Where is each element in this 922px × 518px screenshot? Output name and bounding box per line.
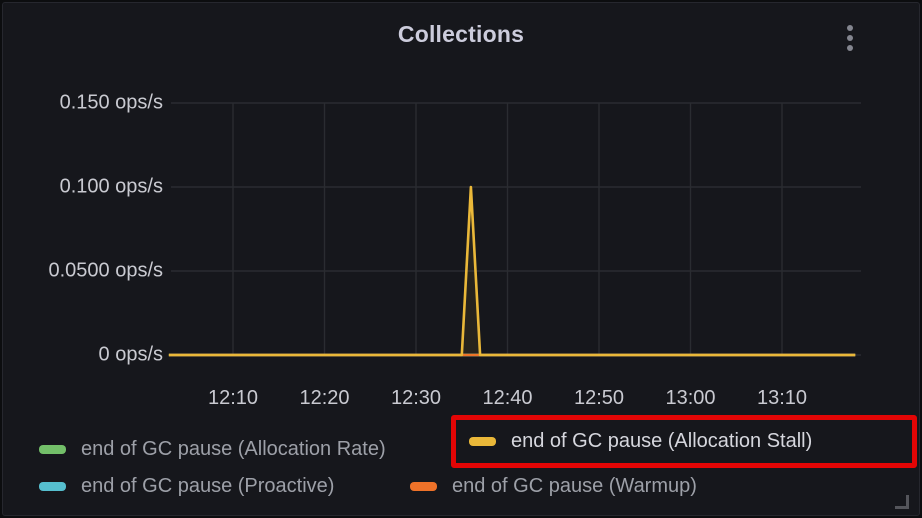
legend-label: end of GC pause (Proactive): [81, 474, 335, 497]
series-fill: [168, 187, 856, 355]
y-axis-tick-label: 0.150 ops/s: [59, 91, 163, 114]
series-line: [168, 185, 856, 357]
y-axis-tick-label: 0.0500 ops/s: [48, 259, 163, 282]
x-axis-tick-label: 13:10: [756, 387, 808, 409]
legend-label: end of GC pause (Allocation Rate): [81, 437, 386, 460]
legend-item-allocation-stall[interactable]: end of GC pause (Allocation Stall): [456, 428, 812, 456]
legend-label: end of GC pause (Warmup): [452, 474, 697, 497]
legend-label: end of GC pause (Allocation Stall): [511, 430, 813, 452]
x-axis-tick-label: 12:40: [482, 387, 533, 409]
x-axis-tick-label: 12:20: [299, 387, 350, 409]
y-axis-tick-label: 0.100 ops/s: [59, 175, 163, 198]
x-axis-tick-label: 12:10: [207, 387, 259, 409]
annotation-highlight-box: end of GC pause (Allocation Stall): [451, 415, 917, 468]
kebab-dot: [847, 45, 853, 51]
x-axis-tick-label: 12:30: [390, 387, 442, 409]
legend-item-proactive[interactable]: end of GC pause (Proactive): [39, 472, 334, 500]
panel-title: Collections: [397, 21, 525, 47]
series-swatch-yellow: [469, 437, 496, 446]
panel-resize-handle[interactable]: [895, 495, 909, 509]
legend-item-warmup[interactable]: end of GC pause (Warmup): [410, 472, 697, 500]
series-swatch-cyan: [39, 481, 66, 491]
series-swatch-orange: [410, 481, 437, 491]
kebab-dot: [847, 35, 853, 41]
panel-menu-kebab-icon[interactable]: [839, 20, 861, 56]
x-axis-tick-label: 12:50: [573, 387, 625, 409]
series-swatch-green: [39, 444, 66, 454]
legend-item-allocation-rate[interactable]: end of GC pause (Allocation Rate): [39, 435, 386, 463]
y-axis-tick-label: 0 ops/s: [98, 343, 163, 366]
x-axis-tick-label: 13:00: [665, 387, 716, 409]
kebab-dot: [847, 25, 853, 31]
